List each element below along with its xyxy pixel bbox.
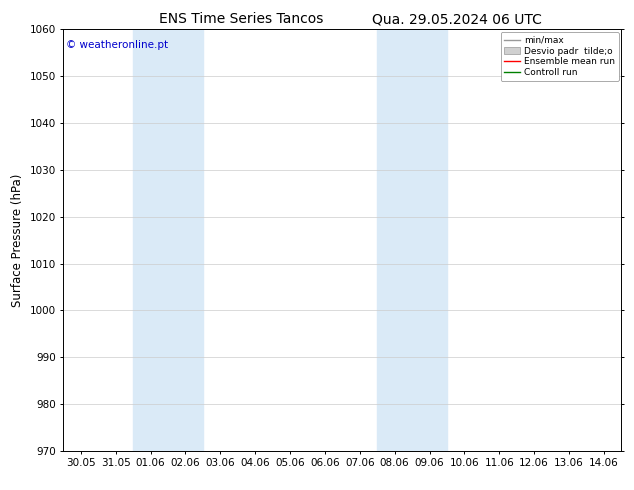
Text: ENS Time Series Tancos: ENS Time Series Tancos <box>158 12 323 26</box>
Legend: min/max, Desvio padr  tilde;o, Ensemble mean run, Controll run: min/max, Desvio padr tilde;o, Ensemble m… <box>500 32 619 81</box>
Text: © weatheronline.pt: © weatheronline.pt <box>66 40 168 50</box>
Text: Qua. 29.05.2024 06 UTC: Qua. 29.05.2024 06 UTC <box>372 12 541 26</box>
Y-axis label: Surface Pressure (hPa): Surface Pressure (hPa) <box>11 173 24 307</box>
Bar <box>377 29 447 451</box>
Bar <box>133 29 203 451</box>
